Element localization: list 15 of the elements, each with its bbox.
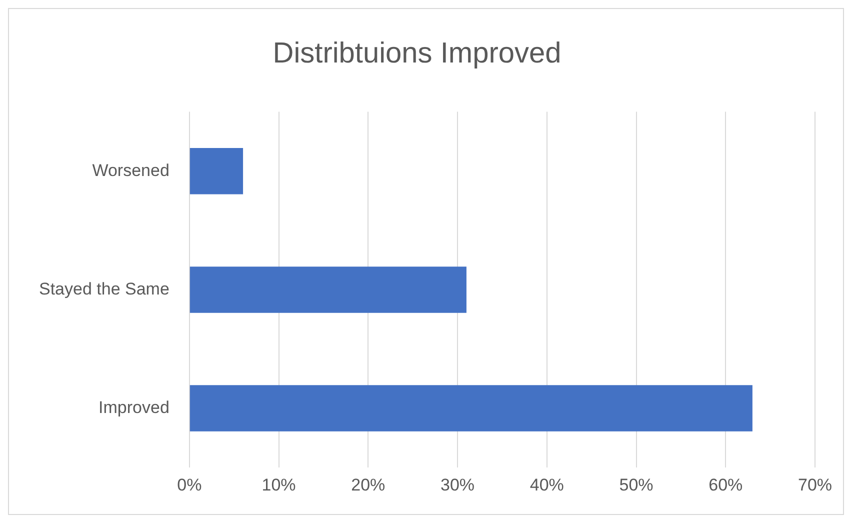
x-tick-label: 60%	[708, 475, 743, 494]
x-tick-label: 30%	[440, 475, 475, 494]
y-tick-label: Worsened	[92, 160, 170, 180]
bar	[190, 266, 466, 313]
x-tick-label: 0%	[177, 475, 202, 494]
bar	[190, 148, 244, 194]
y-tick-label: Stayed the Same	[38, 279, 170, 298]
x-tick-label: 20%	[351, 475, 386, 494]
chart-title: Distribtuions Improved	[272, 37, 562, 70]
y-tick-label: Improved	[98, 398, 170, 417]
x-tick-label: 50%	[619, 475, 654, 494]
x-tick-label: 40%	[530, 475, 564, 494]
x-tick-label: 10%	[262, 475, 296, 494]
x-tick-label: 70%	[798, 475, 832, 494]
bar	[190, 385, 752, 432]
